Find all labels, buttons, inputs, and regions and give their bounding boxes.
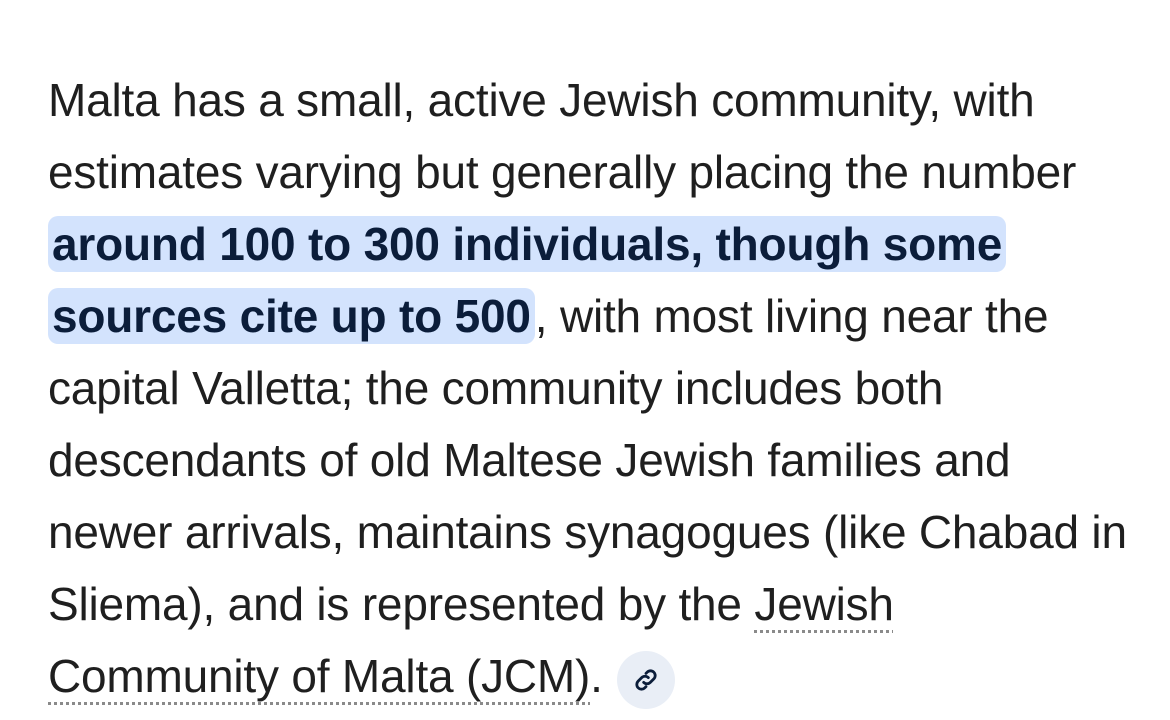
link-chip[interactable] (616, 650, 675, 709)
answer-paragraph: Malta has a small, active Jewish communi… (48, 64, 1128, 712)
text: . (590, 650, 603, 702)
link-icon (635, 669, 657, 691)
text: Malta has a small, active Jewish communi… (48, 74, 1077, 198)
text: , with most living near the capital Vall… (48, 290, 1127, 630)
source-link[interactable]: Jewish Community of Malta (JCM) (48, 578, 894, 702)
